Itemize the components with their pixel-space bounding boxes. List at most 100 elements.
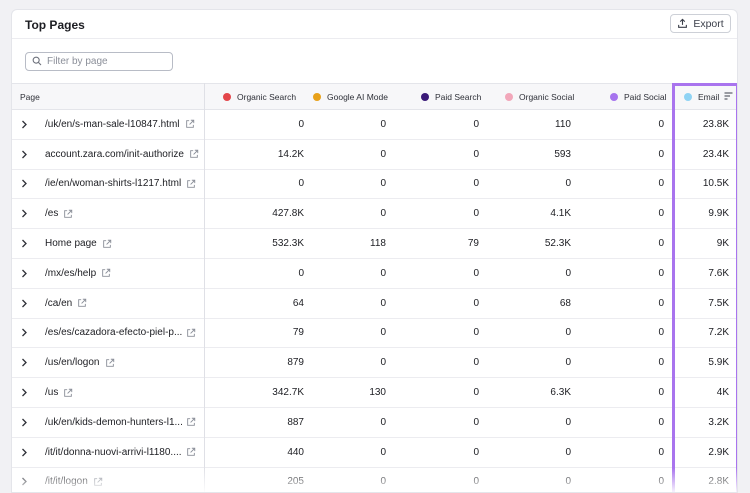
- expand-chevron-icon[interactable]: [21, 477, 35, 486]
- external-link-icon[interactable]: [63, 209, 73, 219]
- google-ai-mode-value: 0: [380, 118, 386, 130]
- table-row[interactable]: /us 342.7K 130 0 6.3K 0 4K: [12, 378, 737, 408]
- column-header-paid-search[interactable]: Paid Search: [421, 84, 481, 110]
- organic-search-value: 0: [298, 118, 304, 130]
- page-link[interactable]: /uk/en/s-man-sale-l10847.html: [45, 118, 180, 130]
- search-icon: [32, 53, 42, 71]
- paid-search-value: 0: [473, 446, 479, 458]
- column-header-organic-search[interactable]: Organic Search: [223, 84, 296, 110]
- column-header-email[interactable]: Email: [684, 84, 733, 110]
- expand-chevron-icon[interactable]: [21, 358, 35, 367]
- page-link[interactable]: /uk/en/kids-demon-hunters-l1...: [45, 416, 183, 428]
- expand-chevron-icon[interactable]: [21, 120, 35, 129]
- organic-search-label: Organic Search: [237, 92, 297, 102]
- page-cell: /ca/en: [12, 289, 204, 318]
- paid-social-value: 0: [658, 118, 664, 130]
- table-row[interactable]: /ie/en/woman-shirts-l1217.html 0 0 0 0 0 10.5K: [12, 170, 737, 200]
- external-link-icon[interactable]: [105, 358, 115, 368]
- organic-social-value: 0: [565, 416, 571, 428]
- export-button[interactable]: Export: [670, 14, 731, 33]
- table-row[interactable]: /mx/es/help 0 0 0 0 0 7.6K: [12, 259, 737, 289]
- page-cell: account.zara.com/init-authorize: [12, 140, 204, 169]
- page-link[interactable]: /it/it/logon: [45, 476, 88, 488]
- table-row[interactable]: Home page 532.3K 118 79 52.3K 0 9K: [12, 229, 737, 259]
- page-link[interactable]: /ca/en: [45, 297, 73, 309]
- page-link[interactable]: /es/es/cazadora-efecto-piel-p...: [45, 327, 183, 339]
- paid-search-value: 0: [473, 118, 479, 130]
- card-header: Top Pages Export: [12, 10, 737, 39]
- page-link[interactable]: account.zara.com/init-authorize: [45, 148, 184, 160]
- email-value: 23.8K: [702, 118, 729, 130]
- organic-search-value: 887: [287, 416, 304, 428]
- email-value: 7.6K: [708, 267, 729, 279]
- paid-social-value: 0: [658, 416, 664, 428]
- filter-box[interactable]: [25, 52, 173, 71]
- external-link-icon[interactable]: [101, 268, 111, 278]
- page-link[interactable]: /es: [45, 208, 59, 220]
- table-row[interactable]: /us/en/logon 879 0 0 0 0 5.9K: [12, 348, 737, 379]
- external-link-icon[interactable]: [185, 119, 195, 129]
- expand-chevron-icon[interactable]: [21, 328, 35, 337]
- external-link-icon[interactable]: [186, 319, 196, 348]
- table-row[interactable]: /it/it/logon 205 0 0 0 0 2.8K: [12, 468, 737, 492]
- expand-chevron-icon[interactable]: [21, 299, 35, 308]
- expand-chevron-icon[interactable]: [21, 448, 35, 457]
- expand-chevron-icon[interactable]: [21, 179, 35, 188]
- google-ai-mode-value: 0: [380, 267, 386, 279]
- table-row[interactable]: /es 427.8K 0 0 4.1K 0 9.9K: [12, 199, 737, 230]
- page-link[interactable]: /mx/es/help: [45, 267, 97, 279]
- expand-chevron-icon[interactable]: [21, 388, 35, 397]
- table-row[interactable]: /es/es/cazadora-efecto-piel-p... 79 0 0 0 0 7.…: [12, 319, 737, 349]
- table-row[interactable]: /ca/en 64 0 0 68 0 7.5K: [12, 289, 737, 319]
- expand-chevron-icon[interactable]: [21, 239, 35, 248]
- external-link-icon[interactable]: [63, 388, 73, 398]
- column-header-page[interactable]: Page: [20, 92, 40, 102]
- google-ai-mode-value: 0: [380, 208, 386, 220]
- external-link-icon[interactable]: [93, 477, 103, 487]
- external-link-icon[interactable]: [186, 179, 196, 189]
- expand-chevron-icon[interactable]: [21, 209, 35, 218]
- page-link[interactable]: /us: [45, 387, 59, 399]
- page-link[interactable]: Home page: [45, 238, 97, 250]
- google-ai-mode-value: 130: [369, 387, 386, 399]
- column-header-google-ai-mode[interactable]: Google AI Mode: [313, 84, 388, 110]
- organic-social-value: 0: [565, 178, 571, 190]
- filter-input[interactable]: [47, 56, 165, 67]
- page-cell: /ie/en/woman-shirts-l1217.html: [12, 170, 204, 199]
- column-header-paid-social[interactable]: Paid Social: [610, 84, 667, 110]
- expand-chevron-icon[interactable]: [21, 150, 35, 159]
- column-header-organic-social[interactable]: Organic Social: [505, 84, 574, 110]
- email-value: 7.5K: [708, 297, 729, 309]
- paid-social-value: 0: [658, 297, 664, 309]
- top-pages-table: Page Organic Search Google AI Mode Paid …: [12, 83, 737, 492]
- paid-search-value: 0: [473, 267, 479, 279]
- page-cell: /es/es/cazadora-efecto-piel-p...: [12, 319, 204, 348]
- page-link[interactable]: /it/it/donna-nuovi-arrivi-l1180....: [45, 446, 182, 458]
- email-value: 4K: [716, 387, 729, 399]
- organic-social-value: 0: [565, 446, 571, 458]
- page-column-divider: [204, 83, 205, 492]
- table-row[interactable]: account.zara.com/init-authorize 14.2K 0 0 59…: [12, 140, 737, 170]
- external-link-icon[interactable]: [102, 239, 112, 249]
- expand-chevron-icon[interactable]: [21, 269, 35, 278]
- table-row[interactable]: /uk/en/kids-demon-hunters-l1... 887 0 0 0 0 3.…: [12, 408, 737, 438]
- paid-search-value: 0: [473, 476, 479, 488]
- organic-social-value: 0: [565, 327, 571, 339]
- google-ai-mode-dot-icon: [313, 93, 321, 101]
- organic-social-dot-icon: [505, 93, 513, 101]
- external-link-icon[interactable]: [77, 298, 87, 308]
- export-icon: [677, 18, 688, 29]
- organic-search-value: 14.2K: [277, 148, 304, 160]
- external-link-icon[interactable]: [186, 408, 196, 437]
- table-row[interactable]: /uk/en/s-man-sale-l10847.html 0 0 0 110 0 23.8…: [12, 110, 737, 140]
- external-link-icon[interactable]: [189, 149, 199, 159]
- paid-search-value: 0: [473, 297, 479, 309]
- paid-search-value: 79: [467, 238, 479, 250]
- expand-chevron-icon[interactable]: [21, 418, 35, 427]
- page-link[interactable]: /us/en/logon: [45, 357, 100, 369]
- external-link-icon[interactable]: [186, 438, 196, 467]
- page-link[interactable]: /ie/en/woman-shirts-l1217.html: [45, 178, 182, 190]
- table-row[interactable]: /it/it/donna-nuovi-arrivi-l1180.... 440 0 0…: [12, 438, 737, 468]
- google-ai-mode-value: 0: [380, 446, 386, 458]
- sort-descending-icon[interactable]: [724, 92, 733, 102]
